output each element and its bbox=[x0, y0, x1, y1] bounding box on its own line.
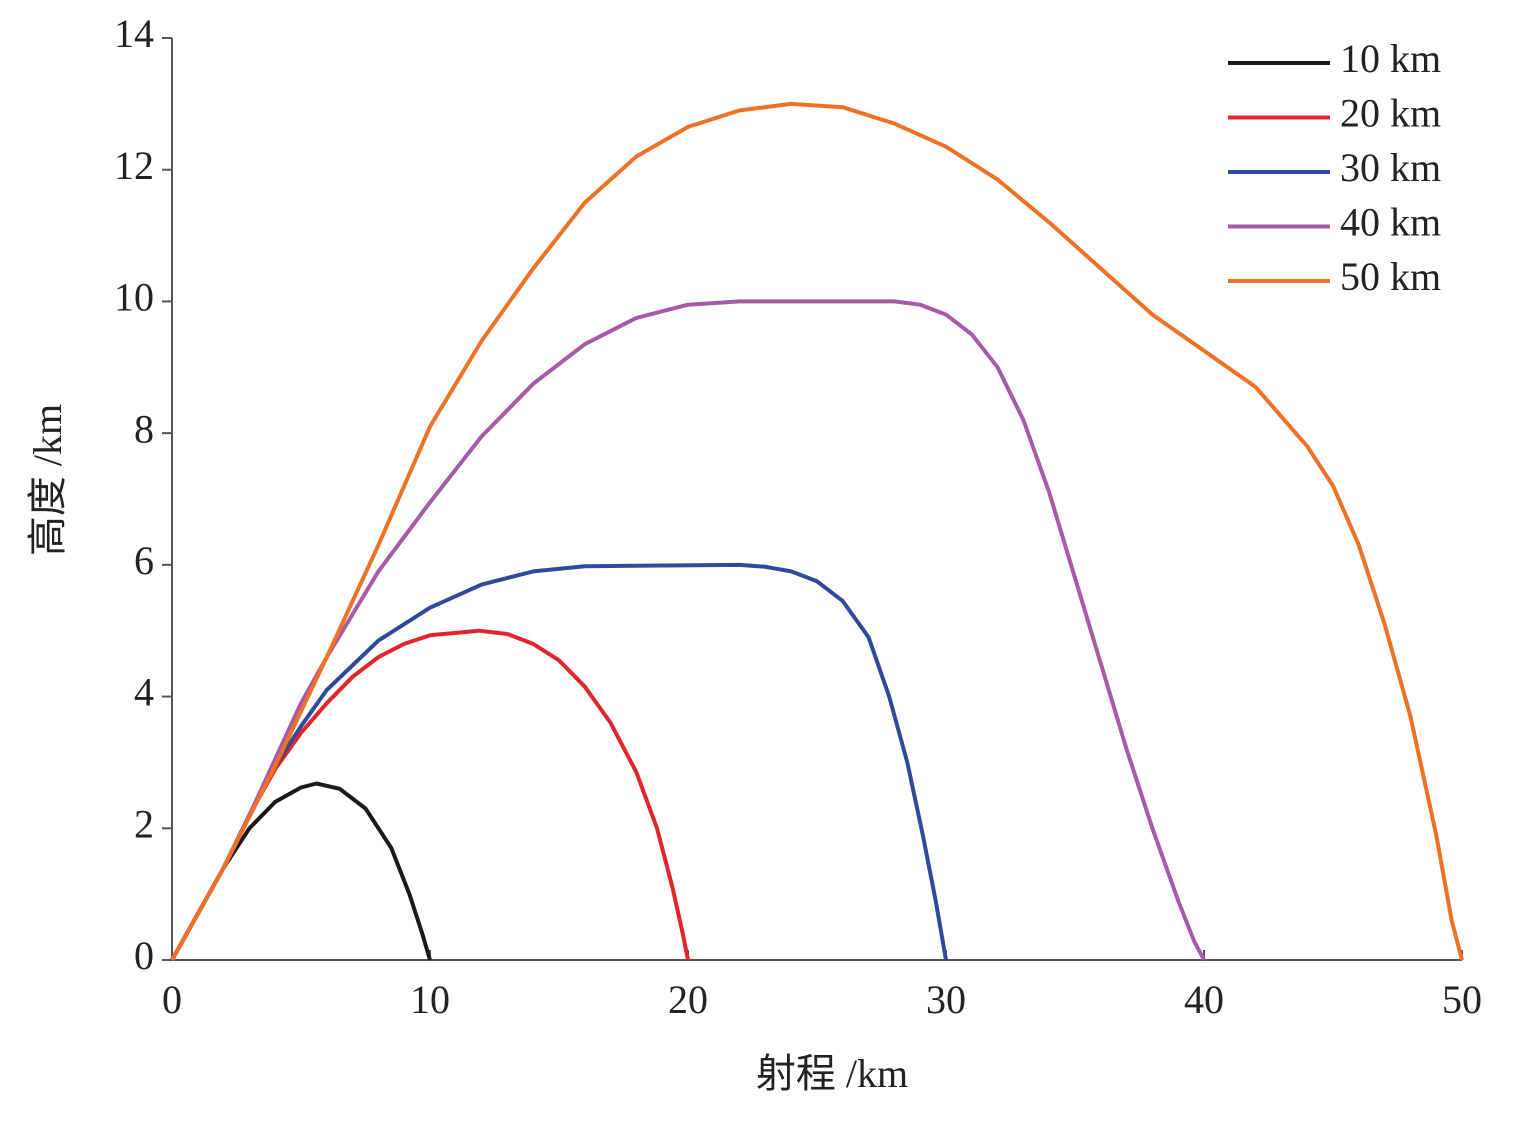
y-tick-label: 14 bbox=[114, 11, 154, 56]
y-tick-label: 0 bbox=[134, 933, 154, 978]
line-series bbox=[170, 562, 948, 961]
y-tick-label: 6 bbox=[134, 538, 154, 583]
y-tick-label: 12 bbox=[114, 143, 154, 188]
line-series bbox=[170, 299, 1206, 961]
y-tick-label: 10 bbox=[114, 275, 154, 320]
x-tick-label: 30 bbox=[926, 977, 966, 1022]
x-tick-label: 20 bbox=[668, 977, 708, 1022]
x-tick-label: 0 bbox=[162, 977, 182, 1022]
line-series bbox=[170, 781, 432, 961]
y-axis-label: 高度 /km bbox=[25, 404, 70, 556]
legend-label: 20 km bbox=[1340, 91, 1441, 136]
y-tick-label: 4 bbox=[134, 670, 154, 715]
line-series bbox=[170, 628, 690, 961]
legend-label: 30 km bbox=[1340, 145, 1441, 190]
legend-label: 50 km bbox=[1340, 254, 1441, 299]
y-tick-label: 8 bbox=[134, 406, 154, 451]
legend-label: 40 km bbox=[1340, 200, 1441, 245]
y-tick-label: 2 bbox=[134, 801, 154, 846]
x-tick-label: 50 bbox=[1442, 977, 1482, 1022]
x-tick-label: 10 bbox=[410, 977, 450, 1022]
legend-label: 10 km bbox=[1340, 36, 1441, 81]
x-tick-label: 40 bbox=[1184, 977, 1224, 1022]
line-series bbox=[170, 101, 1464, 961]
x-axis-label: 射程 /km bbox=[756, 1051, 908, 1096]
